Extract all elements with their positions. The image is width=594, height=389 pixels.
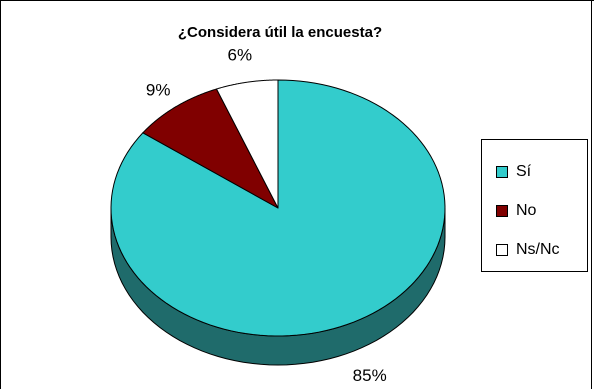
legend-label-si: Sí [516, 163, 532, 180]
chart-border-left [0, 0, 1, 389]
legend-item-si: Sí [496, 162, 531, 182]
pie-slice-nsnc [216, 79, 279, 209]
legend-swatch-no [496, 205, 508, 217]
legend-label-nsnc: Ns/Nc [516, 241, 560, 258]
pie-slice-si [110, 79, 446, 337]
legend-swatch-nsnc [496, 244, 508, 256]
chart-title: ¿Considera útil la encuesta? [177, 24, 383, 41]
legend-item-no: No [496, 201, 536, 221]
data-label-no: 9% [146, 81, 171, 100]
legend-item-nsnc: Ns/Nc [496, 240, 560, 260]
data-label-nsnc: 6% [228, 46, 253, 65]
chart-legend: Sí No Ns/Nc [481, 139, 588, 272]
chart-border-right [591, 0, 592, 389]
legend-swatch-si [496, 166, 508, 178]
pie-slice-no [142, 88, 279, 209]
legend-label-no: No [516, 202, 537, 219]
data-label-si: 85% [353, 366, 387, 385]
chart-border-top [0, 0, 594, 1]
